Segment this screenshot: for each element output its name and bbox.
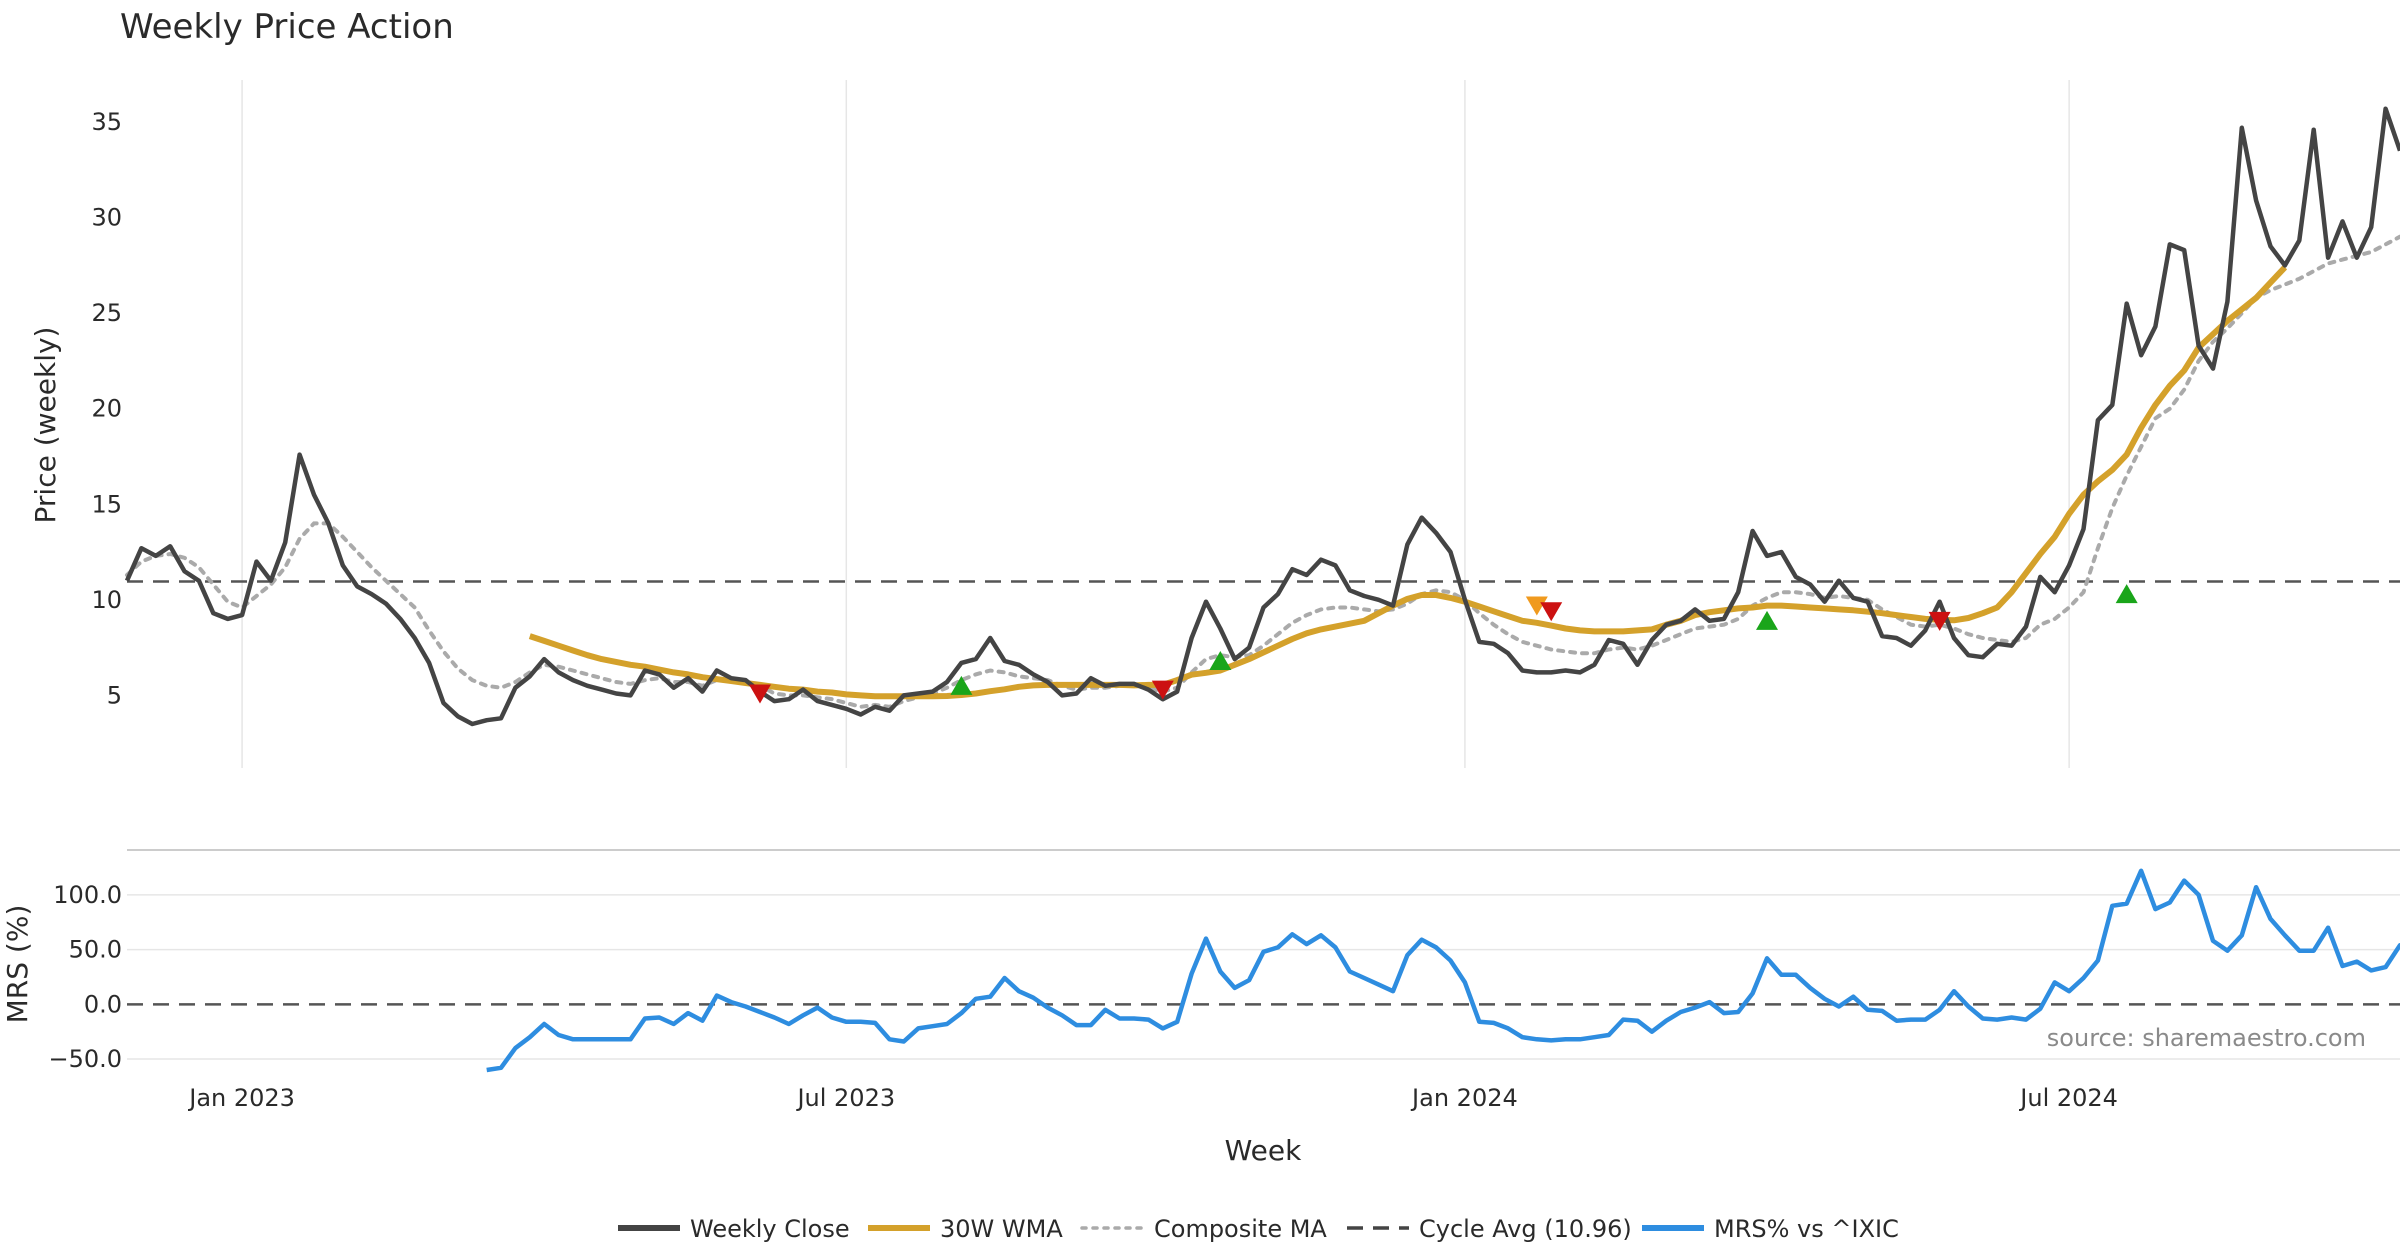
mrs-line	[486, 868, 2400, 1073]
price-y-axis-label: Price (weekly)	[29, 327, 62, 524]
price-gridlines	[241, 80, 2070, 768]
source-credit: source: sharemaestro.com	[2047, 1024, 2366, 1052]
price-ytick-1: 10	[91, 586, 122, 614]
signal-sell-7	[1928, 611, 1951, 631]
signal-markers	[748, 584, 2138, 704]
price-panel: 5 10 15 20 25 30 35 Price (weekly)	[29, 80, 2400, 768]
mrs-ytick-3: 100.0	[53, 881, 122, 909]
mrs-ytick-0: −50.0	[48, 1045, 122, 1073]
signal-buy-8	[2115, 584, 2138, 604]
legend-label-2: Composite MA	[1154, 1215, 1327, 1243]
signal-sell-5	[1540, 602, 1563, 622]
signal-buy-1	[950, 675, 973, 695]
wma-30w-line	[528, 265, 2288, 700]
mrs-ytick-1: 0.0	[84, 990, 122, 1018]
legend-label-4: MRS% vs ^IXIC	[1714, 1215, 1899, 1243]
mrs-y-axis-label: MRS (%)	[1, 905, 34, 1024]
legend-label-1: 30W WMA	[940, 1215, 1063, 1243]
mrs-panel: −50.0 0.0 50.0 100.0 MRS (%) source: sharem…	[1, 868, 2400, 1073]
mrs-y-ticks: −50.0 0.0 50.0 100.0	[48, 881, 122, 1073]
signal-sell-4	[1525, 596, 1548, 616]
x-axis-label: Week	[1225, 1134, 1302, 1167]
xtick-3: Jul 2024	[2018, 1084, 2118, 1112]
mrs-ytick-2: 50.0	[69, 936, 122, 964]
weekly-close-line	[124, 106, 2400, 727]
xtick-1: Jul 2023	[795, 1084, 895, 1112]
xtick-0: Jan 2023	[187, 1084, 295, 1112]
chart-title: Weekly Price Action	[120, 7, 454, 47]
price-y-ticks: 5 10 15 20 25 30 35	[91, 108, 122, 709]
price-ytick-4: 25	[91, 299, 122, 327]
legend-label-0: Weekly Close	[690, 1215, 850, 1243]
price-ytick-0: 5	[107, 681, 122, 709]
xtick-2: Jan 2024	[1410, 1084, 1518, 1112]
legend-label-3: Cycle Avg (10.96)	[1419, 1215, 1632, 1243]
price-ytick-5: 30	[91, 204, 122, 232]
signal-sell-0	[748, 684, 771, 704]
price-ytick-6: 35	[91, 108, 122, 136]
signal-buy-3	[1209, 650, 1232, 670]
legend: Weekly Close 30W WMA Composite MA Cycle Avg…	[618, 1215, 1899, 1243]
composite-ma-line	[125, 234, 2400, 709]
price-ytick-3: 20	[91, 395, 122, 423]
signal-buy-6	[1756, 610, 1779, 630]
signal-sell-2	[1151, 680, 1174, 700]
price-ytick-2: 15	[91, 490, 122, 518]
